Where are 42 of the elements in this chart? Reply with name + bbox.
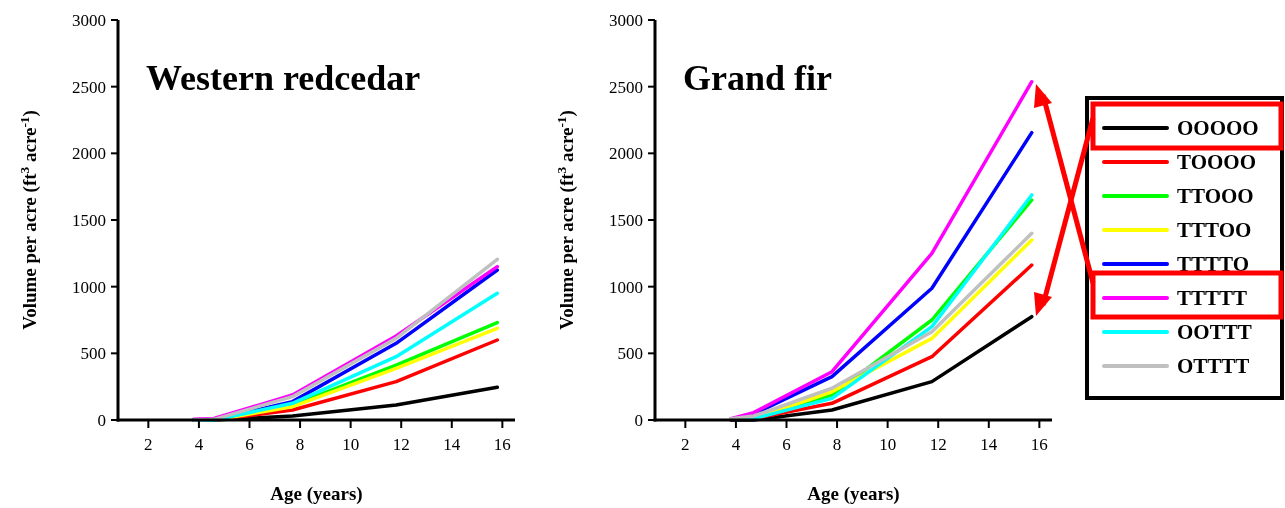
legend-label: TOOOO [1177, 150, 1256, 175]
legend-label: TTTTT [1177, 286, 1248, 311]
y-tick-label: 3000 [72, 10, 106, 30]
x-tick-label: 2 [144, 435, 153, 454]
x-axis-title: Age (years) [807, 483, 900, 505]
legend-label: TTTTO [1177, 252, 1249, 277]
y-tick-label: 1000 [609, 277, 643, 297]
x-tick-label: 12 [392, 435, 410, 454]
legend-label: OOTTT [1177, 320, 1252, 345]
text: Western redcedar [146, 58, 421, 98]
x-tick-label: 14 [980, 435, 998, 454]
y-tick-label: 1500 [609, 210, 643, 230]
y-tick-label: 0 [97, 410, 106, 430]
legend-label: TTOOO [1177, 184, 1254, 209]
y-tick-label: 3000 [609, 10, 643, 30]
x-tick-label: 6 [245, 435, 254, 454]
text: Grand fir [683, 58, 833, 98]
x-tick-label: 10 [342, 435, 360, 454]
legend-label: TTTOO [1177, 218, 1252, 243]
y-tick-label: 500 [80, 344, 106, 364]
y-tick-label: 500 [617, 344, 643, 364]
y-tick-label: 2000 [609, 144, 643, 164]
x-tick-label: 4 [731, 435, 741, 454]
y-tick-label: 1000 [72, 277, 106, 297]
y-tick-label: 1500 [72, 210, 106, 230]
x-tick-label: 10 [879, 435, 897, 454]
y-tick-label: 2000 [72, 144, 106, 164]
x-tick-label: 16 [1030, 435, 1048, 454]
x-tick-label: 14 [443, 435, 461, 454]
y-tick-label: 0 [634, 410, 643, 430]
x-tick-label: 2 [681, 435, 690, 454]
x-tick-label: 12 [929, 435, 947, 454]
x-tick-label: 16 [493, 435, 511, 454]
y-tick-label: 2500 [609, 77, 643, 97]
x-tick-label: 6 [782, 435, 791, 454]
legend-label: OOOOO [1177, 116, 1259, 141]
y-tick-label: 2500 [72, 77, 106, 97]
x-tick-label: 8 [295, 435, 305, 454]
x-tick-label: 4 [194, 435, 204, 454]
x-tick-label: 8 [832, 435, 842, 454]
x-axis-title: Age (years) [270, 483, 363, 505]
legend-label: OTTTT [1177, 354, 1250, 379]
